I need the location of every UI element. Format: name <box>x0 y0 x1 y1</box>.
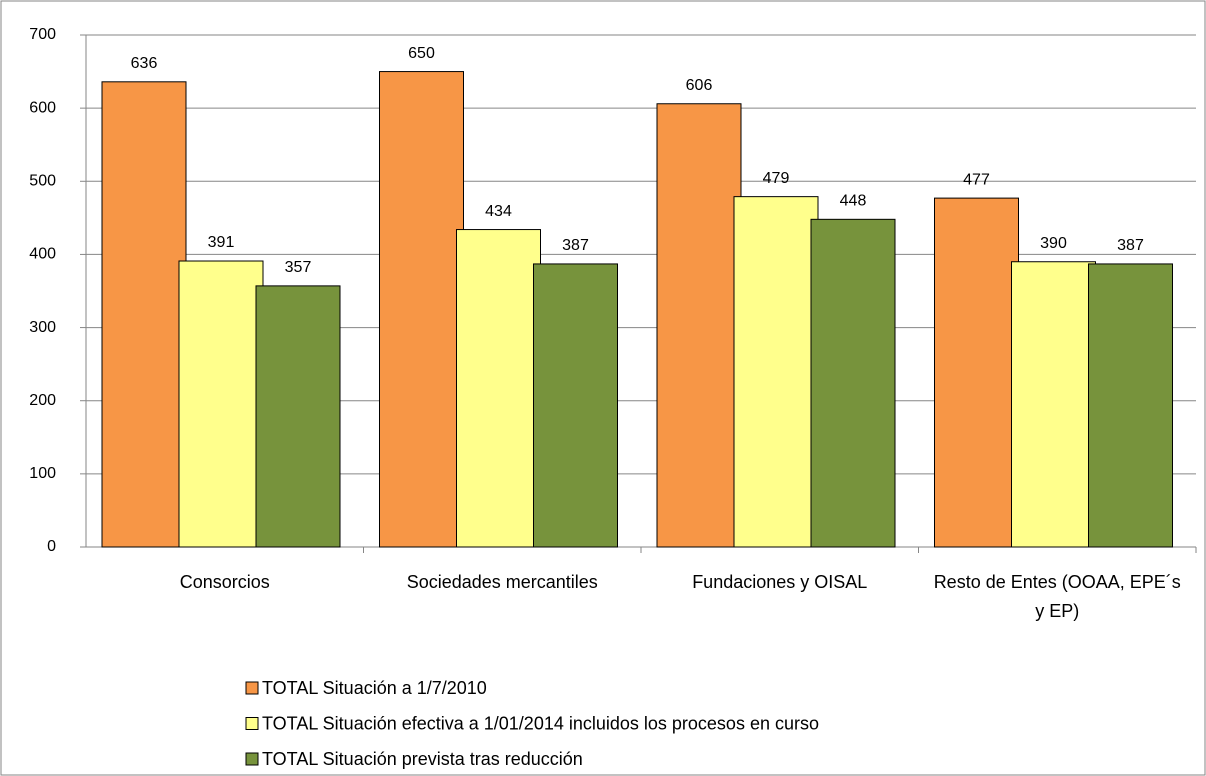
bar <box>456 229 541 548</box>
x-tick-label-box: Consorcios <box>179 572 270 592</box>
x-tick-label: Consorcios <box>179 572 270 592</box>
y-tick-label: 400 <box>29 246 56 263</box>
bar <box>101 81 187 548</box>
data-label: 357 <box>285 259 312 276</box>
bar <box>1011 261 1096 548</box>
bar <box>255 285 341 548</box>
data-label: 650 <box>408 45 435 62</box>
x-tick-label: Resto de Entes (OOAA, EPE´s y EP) <box>933 572 1181 621</box>
legend-label: TOTAL Situación prevista tras reducción <box>262 749 583 769</box>
data-label: 606 <box>686 77 713 94</box>
bar <box>533 263 618 548</box>
y-tick-label: 500 <box>29 173 56 190</box>
y-tick-label: 0 <box>47 538 56 555</box>
y-tick-label: 300 <box>29 319 56 336</box>
legend-label: TOTAL Situación a 1/7/2010 <box>262 678 487 698</box>
bar <box>733 196 819 548</box>
legend-swatch <box>245 752 259 766</box>
y-tick-label: 100 <box>29 465 56 482</box>
data-label: 636 <box>131 55 158 72</box>
bar <box>656 103 742 548</box>
legend-swatch <box>245 681 259 695</box>
y-tick-label: 700 <box>29 26 56 43</box>
data-label: 479 <box>763 170 790 187</box>
data-label: 390 <box>1040 235 1067 252</box>
data-label: 387 <box>1117 237 1144 254</box>
data-label: 448 <box>840 193 867 210</box>
legend-label: TOTAL Situación efectiva a 1/01/2014 inc… <box>262 713 819 733</box>
bar <box>1088 263 1173 548</box>
data-label: 387 <box>562 237 589 254</box>
data-label: 477 <box>963 171 990 188</box>
x-tick-label: Sociedades mercantiles <box>406 572 598 592</box>
x-tick-label-box: Resto de Entes (OOAA, EPE´s y EP) <box>933 572 1181 621</box>
bar <box>379 71 464 548</box>
data-label: 391 <box>208 234 235 251</box>
x-tick-label: Fundaciones y OISAL <box>692 572 868 592</box>
bar <box>810 218 896 548</box>
x-tick-label-box: Fundaciones y OISAL <box>692 572 868 592</box>
legend-swatch <box>245 717 259 730</box>
data-label: 434 <box>485 203 512 220</box>
y-tick-label: 600 <box>29 99 56 116</box>
bar <box>178 260 264 548</box>
y-tick-label: 200 <box>29 392 56 409</box>
x-tick-label-box: Sociedades mercantiles <box>406 572 598 592</box>
bar <box>934 197 1019 548</box>
